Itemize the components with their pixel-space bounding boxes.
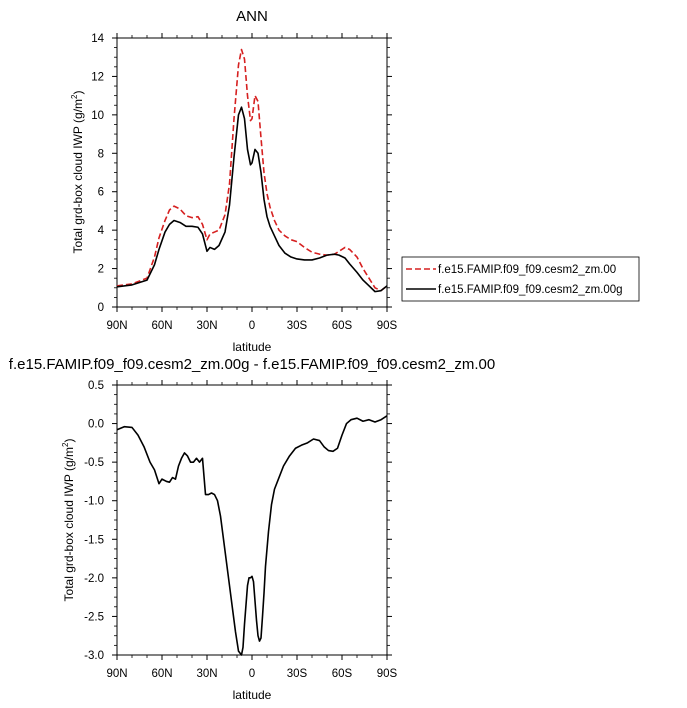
top-x-axis: 90N 60N 30N 0 30S 60S 90S bbox=[106, 33, 398, 332]
legend-label-control: f.e15.FAMIP.f09_f09.cesm2_zm.00 bbox=[438, 264, 616, 276]
top-y-axis-label: Total grd-box cloud IWP (g/m2) bbox=[70, 91, 85, 254]
legend-label-experiment: f.e15.FAMIP.f09_f09.cesm2_zm.00g bbox=[438, 284, 623, 296]
bottom-x-tick-label: 0 bbox=[249, 668, 255, 680]
top-y-tick-label: 4 bbox=[98, 225, 105, 237]
top-y-axis-label-sup: 2 bbox=[70, 94, 79, 99]
top-y-tick-label: 6 bbox=[98, 187, 104, 199]
bottom-series-group bbox=[116, 415, 388, 656]
bottom-x-tick-label: 30N bbox=[196, 668, 217, 680]
top-x-tick-label: 90N bbox=[106, 320, 127, 332]
top-x-tick-label: 90S bbox=[377, 320, 398, 332]
bottom-y-axis-label-end: ) bbox=[62, 439, 76, 443]
bottom-y-tick-label: -2.5 bbox=[84, 611, 104, 623]
top-plot-frame bbox=[116, 37, 388, 308]
top-series-line-0 bbox=[116, 48, 388, 292]
top-y-axis-label-end: ) bbox=[71, 91, 85, 95]
bottom-x-tick-label: 60N bbox=[151, 668, 172, 680]
bottom-y-tick-label: -3.0 bbox=[84, 650, 104, 662]
top-y-tick-label: 8 bbox=[98, 148, 104, 160]
bottom-x-tick-label: 60S bbox=[332, 668, 353, 680]
bottom-chart-title: f.e15.FAMIP.f09_f09.cesm2_zm.00g - f.e15… bbox=[9, 356, 495, 373]
bottom-y-tick-label: -1.0 bbox=[84, 496, 104, 508]
top-y-tick-label: 10 bbox=[91, 110, 104, 122]
bottom-panel: f.e15.FAMIP.f09_f09.cesm2_zm.00g - f.e15… bbox=[9, 356, 495, 702]
legend-box bbox=[401, 256, 640, 302]
top-series-group bbox=[116, 48, 388, 293]
bottom-y-axis-label-main: Total grd-box cloud IWP (g/m bbox=[62, 447, 76, 602]
bottom-series-line-0 bbox=[116, 415, 388, 656]
bottom-x-tick-label: 30S bbox=[287, 668, 308, 680]
top-x-tick-label: 0 bbox=[249, 320, 255, 332]
legend: f.e15.FAMIP.f09_f09.cesm2_zm.00 f.e15.FA… bbox=[401, 256, 640, 302]
top-x-tick-label: 30N bbox=[196, 320, 217, 332]
bottom-y-tick-label: 0.0 bbox=[88, 419, 104, 431]
bottom-y-axis-label: Total grd-box cloud IWP (g/m2) bbox=[61, 439, 76, 602]
top-x-tick-label: 30S bbox=[287, 320, 308, 332]
top-y-axis-label-main: Total grd-box cloud IWP (g/m bbox=[71, 99, 85, 254]
top-y-tick-label: 14 bbox=[91, 33, 104, 45]
top-x-tick-label: 60S bbox=[332, 320, 353, 332]
top-y-tick-label: 12 bbox=[91, 71, 104, 83]
top-y-tick-label: 2 bbox=[98, 264, 104, 276]
bottom-x-axis: 90N 60N 30N 0 30S 60S 90S bbox=[106, 380, 398, 680]
bottom-y-tick-label: -1.5 bbox=[84, 534, 104, 546]
bottom-y-axis: 0.5 0.0 -0.5 -1.0 -1.5 -2.0 -2.5 -3.0 bbox=[84, 380, 392, 662]
top-x-axis-label: latitude bbox=[233, 340, 272, 354]
top-chart-title: ANN bbox=[236, 8, 268, 25]
bottom-y-axis-label-sup: 2 bbox=[61, 442, 70, 447]
bottom-y-tick-label: -2.0 bbox=[84, 573, 104, 585]
bottom-y-tick-label: 0.5 bbox=[88, 380, 104, 392]
bottom-x-tick-label: 90S bbox=[377, 668, 398, 680]
bottom-y-tick-label: -0.5 bbox=[84, 457, 104, 469]
top-series-line-1 bbox=[116, 106, 388, 293]
top-x-tick-label: 60N bbox=[151, 320, 172, 332]
bottom-x-tick-label: 90N bbox=[106, 668, 127, 680]
top-panel: ANN 0 2 4 6 8 10 12 14 90N 60N 30N 0 30S 60S 90S lati… bbox=[70, 8, 640, 354]
top-y-axis: 0 2 4 6 8 10 12 14 bbox=[91, 33, 392, 314]
top-y-tick-label: 0 bbox=[98, 302, 104, 314]
bottom-x-axis-label: latitude bbox=[233, 688, 272, 702]
